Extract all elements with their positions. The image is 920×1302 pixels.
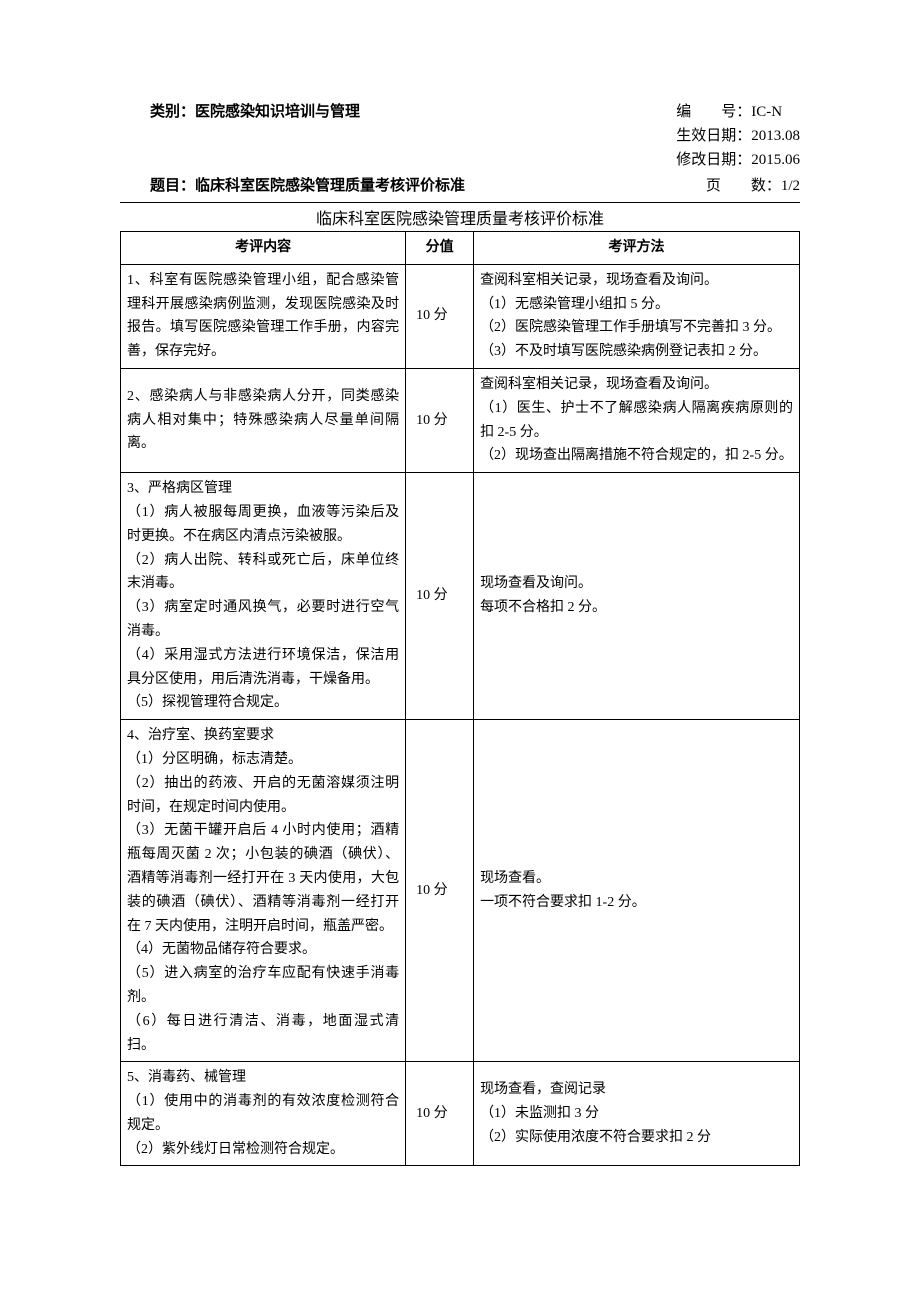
category-value: 医院感染知识培训与管理 — [195, 104, 360, 120]
document-page: 类别：医院感染知识培训与管理 编 号：IC-N 生效日期：2013.08 修改日… — [0, 0, 920, 1302]
table-row: 1、科室有医院感染管理小组，配合感染管理科开展感染病例监测，发现医院感染及时报告… — [121, 264, 800, 368]
table-row: 5、消毒药、械管理（1）使用中的消毒剂的有效浓度检测符合规定。（2）紫外线灯日常… — [121, 1062, 800, 1166]
evaluation-table: 考评内容 分值 考评方法 1、科室有医院感染管理小组，配合感染管理科开展感染病例… — [120, 231, 800, 1166]
cell-content: 4、治疗室、换药室要求（1）分区明确，标志清楚。（2）抽出的药液、开启的无菌溶媒… — [121, 720, 406, 1062]
cell-content: 1、科室有医院感染管理小组，配合感染管理科开展感染病例监测，发现医院感染及时报告… — [121, 264, 406, 368]
subject-line: 题目：临床科室医院感染管理质量考核评价标准 — [120, 174, 465, 198]
effective-line: 生效日期：2013.08 — [676, 124, 800, 148]
code-value: IC-N — [751, 100, 782, 124]
effective-label: 生效日期： — [676, 124, 751, 148]
subject-label: 题目： — [150, 178, 195, 194]
page-line: 页 数：1/2 — [706, 174, 800, 198]
cell-content: 2、感染病人与非感染病人分开，同类感染病人相对集中；特殊感染病人尽量单间隔离。 — [121, 368, 406, 472]
col-header-method: 考评方法 — [474, 232, 800, 265]
cell-content: 5、消毒药、械管理（1）使用中的消毒剂的有效浓度检测符合规定。（2）紫外线灯日常… — [121, 1062, 406, 1166]
table-body: 1、科室有医院感染管理小组，配合感染管理科开展感染病例监测，发现医院感染及时报告… — [121, 264, 800, 1166]
table-row: 2、感染病人与非感染病人分开，同类感染病人相对集中；特殊感染病人尽量单间隔离。 … — [121, 368, 800, 472]
divider-line — [120, 202, 800, 203]
table-row: 4、治疗室、换药室要求（1）分区明确，标志清楚。（2）抽出的药液、开启的无菌溶媒… — [121, 720, 800, 1062]
cell-method: 查阅科室相关记录，现场查看及询问。（1）无感染管理小组扣 5 分。（2）医院感染… — [474, 264, 800, 368]
cell-method: 现场查看，查阅记录（1）未监测扣 3 分（2）实际使用浓度不符合要求扣 2 分 — [474, 1062, 800, 1166]
cell-score: 10 分 — [406, 264, 474, 368]
effective-value: 2013.08 — [751, 124, 800, 148]
revised-value: 2015.06 — [751, 148, 800, 172]
category-label: 类别： — [150, 104, 195, 120]
subject-value: 临床科室医院感染管理质量考核评价标准 — [195, 178, 465, 194]
category-line: 类别：医院感染知识培训与管理 — [120, 100, 360, 172]
header-row-1: 类别：医院感染知识培训与管理 编 号：IC-N 生效日期：2013.08 修改日… — [120, 100, 800, 172]
page-count-block: 页 数：1/2 — [706, 174, 800, 198]
cell-score: 10 分 — [406, 473, 474, 720]
table-title: 临床科室医院感染管理质量考核评价标准 — [120, 205, 800, 229]
code-label: 编 号： — [676, 100, 751, 124]
col-header-content: 考评内容 — [121, 232, 406, 265]
cell-method: 现场查看及询问。每项不合格扣 2 分。 — [474, 473, 800, 720]
meta-block: 编 号：IC-N 生效日期：2013.08 修改日期：2015.06 — [676, 100, 800, 172]
page-label: 页 数： — [706, 174, 781, 198]
code-line: 编 号：IC-N — [676, 100, 800, 124]
cell-score: 10 分 — [406, 1062, 474, 1166]
revised-line: 修改日期：2015.06 — [676, 148, 800, 172]
col-header-score: 分值 — [406, 232, 474, 265]
header-row-2: 题目：临床科室医院感染管理质量考核评价标准 页 数：1/2 — [120, 174, 800, 198]
cell-method: 查阅科室相关记录，现场查看及询问。（1）医生、护士不了解感染病人隔离疾病原则的扣… — [474, 368, 800, 472]
table-row: 3、严格病区管理（1）病人被服每周更换，血液等污染后及时更换。不在病区内清点污染… — [121, 473, 800, 720]
cell-score: 10 分 — [406, 720, 474, 1062]
page-value: 1/2 — [781, 174, 800, 198]
revised-label: 修改日期： — [676, 148, 751, 172]
table-header-row: 考评内容 分值 考评方法 — [121, 232, 800, 265]
cell-method: 现场查看。一项不符合要求扣 1-2 分。 — [474, 720, 800, 1062]
cell-content: 3、严格病区管理（1）病人被服每周更换，血液等污染后及时更换。不在病区内清点污染… — [121, 473, 406, 720]
cell-score: 10 分 — [406, 368, 474, 472]
